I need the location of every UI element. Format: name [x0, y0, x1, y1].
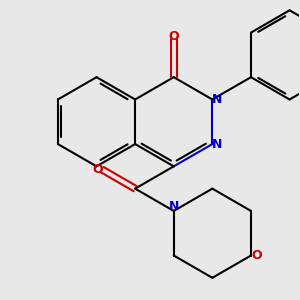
Text: O: O: [252, 249, 262, 262]
Text: O: O: [168, 30, 179, 43]
Text: N: N: [169, 200, 179, 213]
Text: N: N: [212, 138, 222, 151]
Text: O: O: [92, 163, 103, 176]
Text: N: N: [212, 93, 222, 106]
